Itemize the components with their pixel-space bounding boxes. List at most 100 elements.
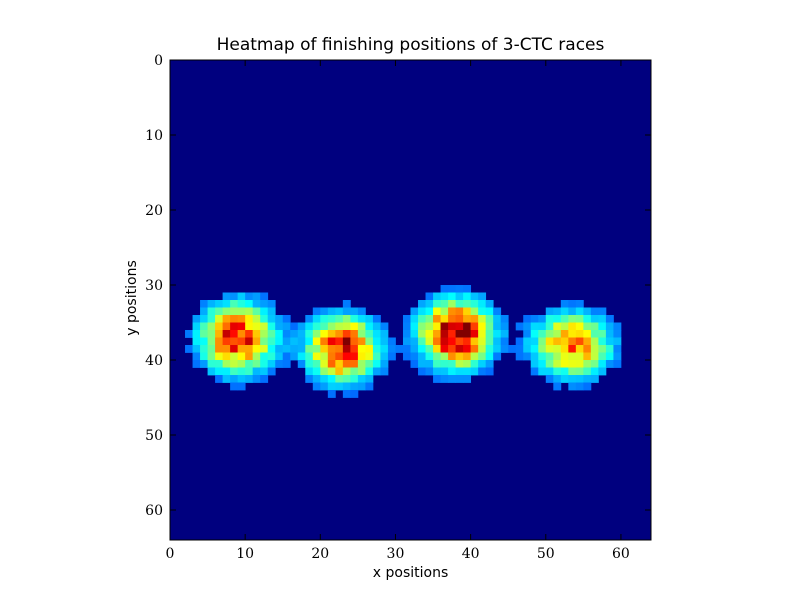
heatmap-cell <box>222 360 231 368</box>
heatmap-cell <box>327 352 336 361</box>
heatmap-cell <box>418 300 426 308</box>
heatmap-cell <box>463 322 472 331</box>
heatmap-cell <box>252 337 261 346</box>
x-tick-label: 30 <box>387 546 405 562</box>
heatmap-cell <box>425 300 434 308</box>
heatmap-cell <box>560 345 569 353</box>
heatmap-cell <box>395 345 404 353</box>
heatmap-cell <box>425 322 434 331</box>
heatmap-cell <box>342 337 351 346</box>
heatmap-cell <box>305 352 314 361</box>
heatmap-cell <box>560 307 569 316</box>
heatmap-cell <box>410 360 419 368</box>
heatmap-cell <box>350 360 359 368</box>
heatmap-cell <box>237 307 246 316</box>
heatmap-cell <box>568 337 577 346</box>
heatmap-cell <box>237 360 246 368</box>
heatmap-cell <box>433 292 441 301</box>
heatmap-cell <box>282 360 291 368</box>
heatmap-cell <box>275 360 284 368</box>
heatmap-cell <box>493 352 502 361</box>
heatmap-cell <box>530 330 539 338</box>
heatmap-cell <box>493 307 502 316</box>
heatmap-cell <box>222 300 231 308</box>
heatmap-cell <box>433 345 441 353</box>
heatmap-cell <box>275 345 284 353</box>
heatmap-cell <box>320 345 329 353</box>
heatmap-cell <box>335 337 344 346</box>
heatmap-cell <box>515 322 524 331</box>
heatmap-cell <box>613 352 622 361</box>
heatmap-cell <box>215 360 224 368</box>
heatmap-cell <box>327 307 336 316</box>
heatmap-cell <box>440 360 449 368</box>
heatmap-cell <box>448 367 456 376</box>
heatmap-cell <box>425 367 434 376</box>
heatmap-cell <box>545 345 554 353</box>
heatmap-cell <box>493 337 502 346</box>
heatmap-cell <box>448 300 456 308</box>
heatmap-cell <box>418 360 426 368</box>
heatmap-cell <box>357 315 366 323</box>
heatmap-cell <box>568 382 577 391</box>
heatmap-cell <box>357 360 366 368</box>
heatmap-cell <box>260 330 269 338</box>
heatmap-cell <box>200 352 208 361</box>
heatmap-cell <box>305 375 314 383</box>
heatmap-cell <box>455 375 464 383</box>
heatmap-cell <box>560 315 569 323</box>
heatmap-cell <box>500 330 509 338</box>
heatmap-cell <box>282 315 291 323</box>
heatmap-cell <box>493 322 502 331</box>
heatmap-cell <box>553 382 562 391</box>
heatmap-cell <box>275 322 284 331</box>
y-tick-label: 0 <box>154 53 163 69</box>
heatmap-cell <box>335 352 344 361</box>
heatmap-cell <box>215 337 224 346</box>
heatmap-cell <box>380 345 389 353</box>
heatmap-cell <box>448 337 456 346</box>
heatmap-cell <box>425 330 434 338</box>
heatmap-cell <box>523 337 532 346</box>
heatmap-cell <box>455 315 464 323</box>
heatmap-cell <box>335 307 344 316</box>
plot-frame <box>169 59 652 541</box>
heatmap-cell <box>320 337 329 346</box>
heatmap-cell <box>222 330 231 338</box>
heatmap-cell <box>448 322 456 331</box>
heatmap-cell <box>538 352 547 361</box>
heatmap-cell <box>237 337 246 346</box>
x-tick-label: 40 <box>462 546 480 562</box>
heatmap-cell <box>387 345 396 353</box>
heatmap-cell <box>493 315 502 323</box>
heatmap-cell <box>523 315 532 323</box>
heatmap-cell <box>463 352 472 361</box>
heatmap-cell <box>215 315 224 323</box>
heatmap-cell <box>350 382 359 391</box>
heatmap-cell <box>433 300 441 308</box>
heatmap-cell <box>448 330 456 338</box>
y-tick-label: 20 <box>145 203 163 219</box>
heatmap-cell <box>440 337 449 346</box>
heatmap-cell <box>357 375 366 383</box>
heatmap-cell <box>275 330 284 338</box>
heatmap-cell <box>275 352 284 361</box>
heatmap-cell <box>515 345 524 353</box>
heatmap-cell <box>230 315 239 323</box>
heatmap-cell <box>207 300 216 308</box>
heatmap-cell <box>583 375 592 383</box>
heatmap-cell <box>440 375 449 383</box>
heatmap-cell <box>260 322 269 331</box>
heatmap-cell <box>312 352 321 361</box>
heatmap-cell <box>312 367 321 376</box>
heatmap-cell <box>530 360 539 368</box>
heatmap-cell <box>538 315 547 323</box>
heatmap-cell <box>245 315 254 323</box>
heatmap-cell <box>410 315 419 323</box>
heatmap-cell <box>357 337 366 346</box>
heatmap-cell <box>448 285 456 293</box>
heatmap-cell <box>350 367 359 376</box>
heatmap-cell <box>568 300 577 308</box>
heatmap-cell <box>350 307 359 316</box>
heatmap-cell <box>538 330 547 338</box>
